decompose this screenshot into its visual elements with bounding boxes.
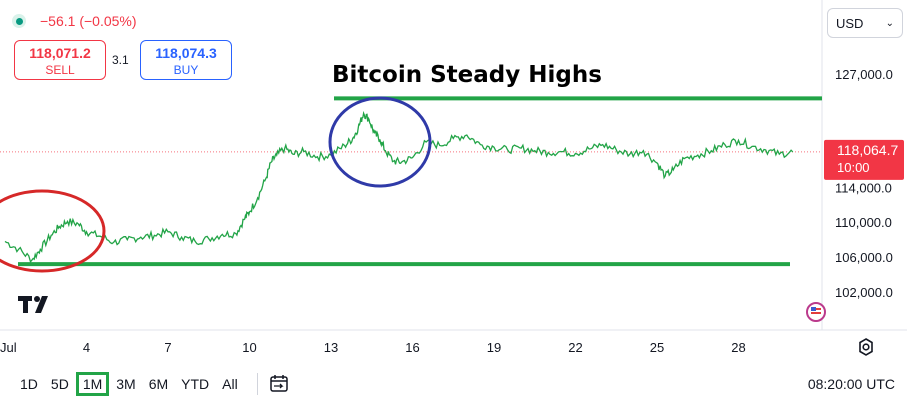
- chevron-down-icon: ⌄: [885, 18, 894, 29]
- bottom-toolbar: 1D 5D 1M 3M 6M YTD All 08:20:00 UTC: [0, 362, 907, 406]
- tradingview-logo: [18, 296, 48, 313]
- currency-label: USD: [836, 16, 864, 31]
- price-series-line: [4, 110, 794, 264]
- chart-annotation-title: Bitcoin Steady Highs: [332, 62, 602, 88]
- high-highlight-ellipse: [328, 96, 432, 188]
- timeframe-button-1m[interactable]: 1M: [75, 372, 110, 396]
- y-tick-label: 127,000.0: [835, 67, 893, 82]
- currency-select[interactable]: USD ⌄: [827, 8, 903, 38]
- x-tick-label: 7: [164, 340, 171, 355]
- price-change: −56.1 (−0.05%): [40, 13, 137, 29]
- x-tick-label: 4: [83, 340, 90, 355]
- buy-label: BUY: [173, 63, 199, 77]
- y-tick-label: 114,000.0: [835, 180, 892, 195]
- y-tick-label: 110,000.0: [835, 215, 892, 230]
- settings-gear-icon[interactable]: [857, 338, 875, 356]
- price-change-row: −56.1 (−0.05%): [12, 11, 137, 31]
- sell-price: 118,071.2: [29, 45, 91, 61]
- price-chart[interactable]: 102,000.0106,000.0110,000.0114,000.0118,…: [0, 0, 907, 360]
- sell-button[interactable]: 118,071.2 SELL: [14, 40, 106, 80]
- x-tick-label: 25: [650, 340, 664, 355]
- buy-button[interactable]: 118,074.3 BUY: [140, 40, 232, 80]
- toolbar-divider: [256, 373, 258, 395]
- timeframe-button-6m[interactable]: 6M: [148, 376, 169, 392]
- timeframe-button-5d[interactable]: 5D: [50, 376, 69, 392]
- market-open-icon: [12, 14, 26, 28]
- x-tick-label: 19: [487, 340, 501, 355]
- x-tick-label: 10: [242, 340, 256, 355]
- x-tick-label: 22: [568, 340, 582, 355]
- spread-value: 3.1: [112, 53, 129, 67]
- timeframe-button-ytd[interactable]: YTD: [181, 376, 210, 392]
- timeframe-button-3m[interactable]: 3M: [116, 376, 136, 392]
- low-highlight-ellipse: [0, 189, 106, 273]
- buy-price: 118,074.3: [155, 45, 217, 61]
- utc-clock: 08:20:00 UTC: [807, 376, 895, 392]
- y-tick-label: 106,000.0: [835, 250, 893, 265]
- timeframe-selector: 1D 5D 1M 3M 6M YTD All: [14, 372, 245, 396]
- x-tick-label: 28: [731, 340, 745, 355]
- sell-label: SELL: [45, 63, 75, 77]
- timeframe-button-all[interactable]: All: [222, 376, 238, 392]
- last-price-time: 10:00: [837, 160, 870, 175]
- last-price-label: 118,064.7: [837, 142, 898, 158]
- x-tick-label: Jul: [0, 340, 17, 355]
- date-range-icon[interactable]: [268, 373, 290, 395]
- y-tick-label: 102,000.0: [835, 285, 893, 300]
- us-flag-icon: [806, 302, 826, 322]
- x-tick-label: 16: [405, 340, 419, 355]
- timeframe-button-1d[interactable]: 1D: [20, 376, 38, 392]
- last-price-badge: 118,064.7 10:00: [824, 139, 904, 180]
- x-tick-label: 13: [324, 340, 338, 355]
